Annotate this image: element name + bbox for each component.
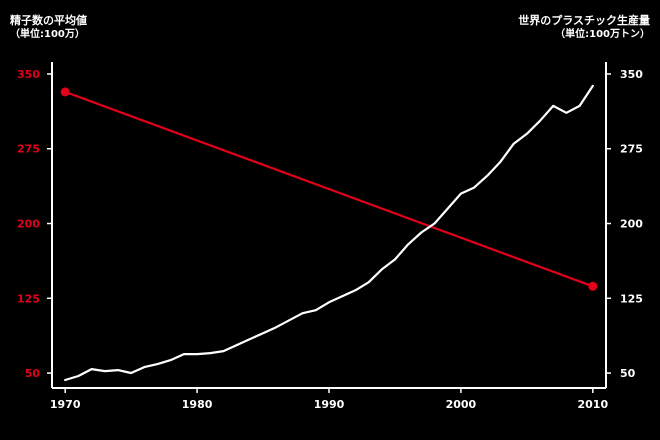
left-axis-title-block: 精子数の平均値 （単位:100万） xyxy=(10,14,87,42)
right-axis-title-block: 世界のプラスチック生産量 （単位:100万トン） xyxy=(518,14,650,42)
left-axis-tick-label: 50 xyxy=(25,367,41,380)
right-axis-tick-label: 350 xyxy=(620,68,643,81)
right-axis-title: 世界のプラスチック生産量 xyxy=(518,14,650,27)
left-axis-tick-label: 350 xyxy=(17,68,40,81)
x-axis-tick-label: 2000 xyxy=(446,398,477,411)
plastic-production-line xyxy=(64,84,594,382)
x-axis-tick-label: 1980 xyxy=(182,398,213,411)
left-axis-unit: （単位:100万） xyxy=(10,29,85,40)
sperm-count-point xyxy=(60,87,70,97)
x-axis-tick-label: 1990 xyxy=(314,398,345,411)
right-axis-tick-label: 275 xyxy=(620,143,643,156)
left-axis-tick-label: 275 xyxy=(17,143,40,156)
x-axis-tick-label: 1970 xyxy=(50,398,81,411)
sperm-count-point xyxy=(588,281,598,291)
left-axis-tick-label: 125 xyxy=(17,292,40,305)
left-axis-tick-label: 200 xyxy=(17,218,40,231)
right-axis-tick-label: 200 xyxy=(620,218,643,231)
right-axis-tick-label: 125 xyxy=(620,292,643,305)
left-axis-title: 精子数の平均値 xyxy=(10,14,87,27)
right-axis-unit: （単位:100万トン） xyxy=(555,29,650,40)
x-axis-tick-label: 2010 xyxy=(577,398,608,411)
sperm-count-line xyxy=(64,90,594,288)
right-axis-tick-label: 50 xyxy=(620,367,636,380)
